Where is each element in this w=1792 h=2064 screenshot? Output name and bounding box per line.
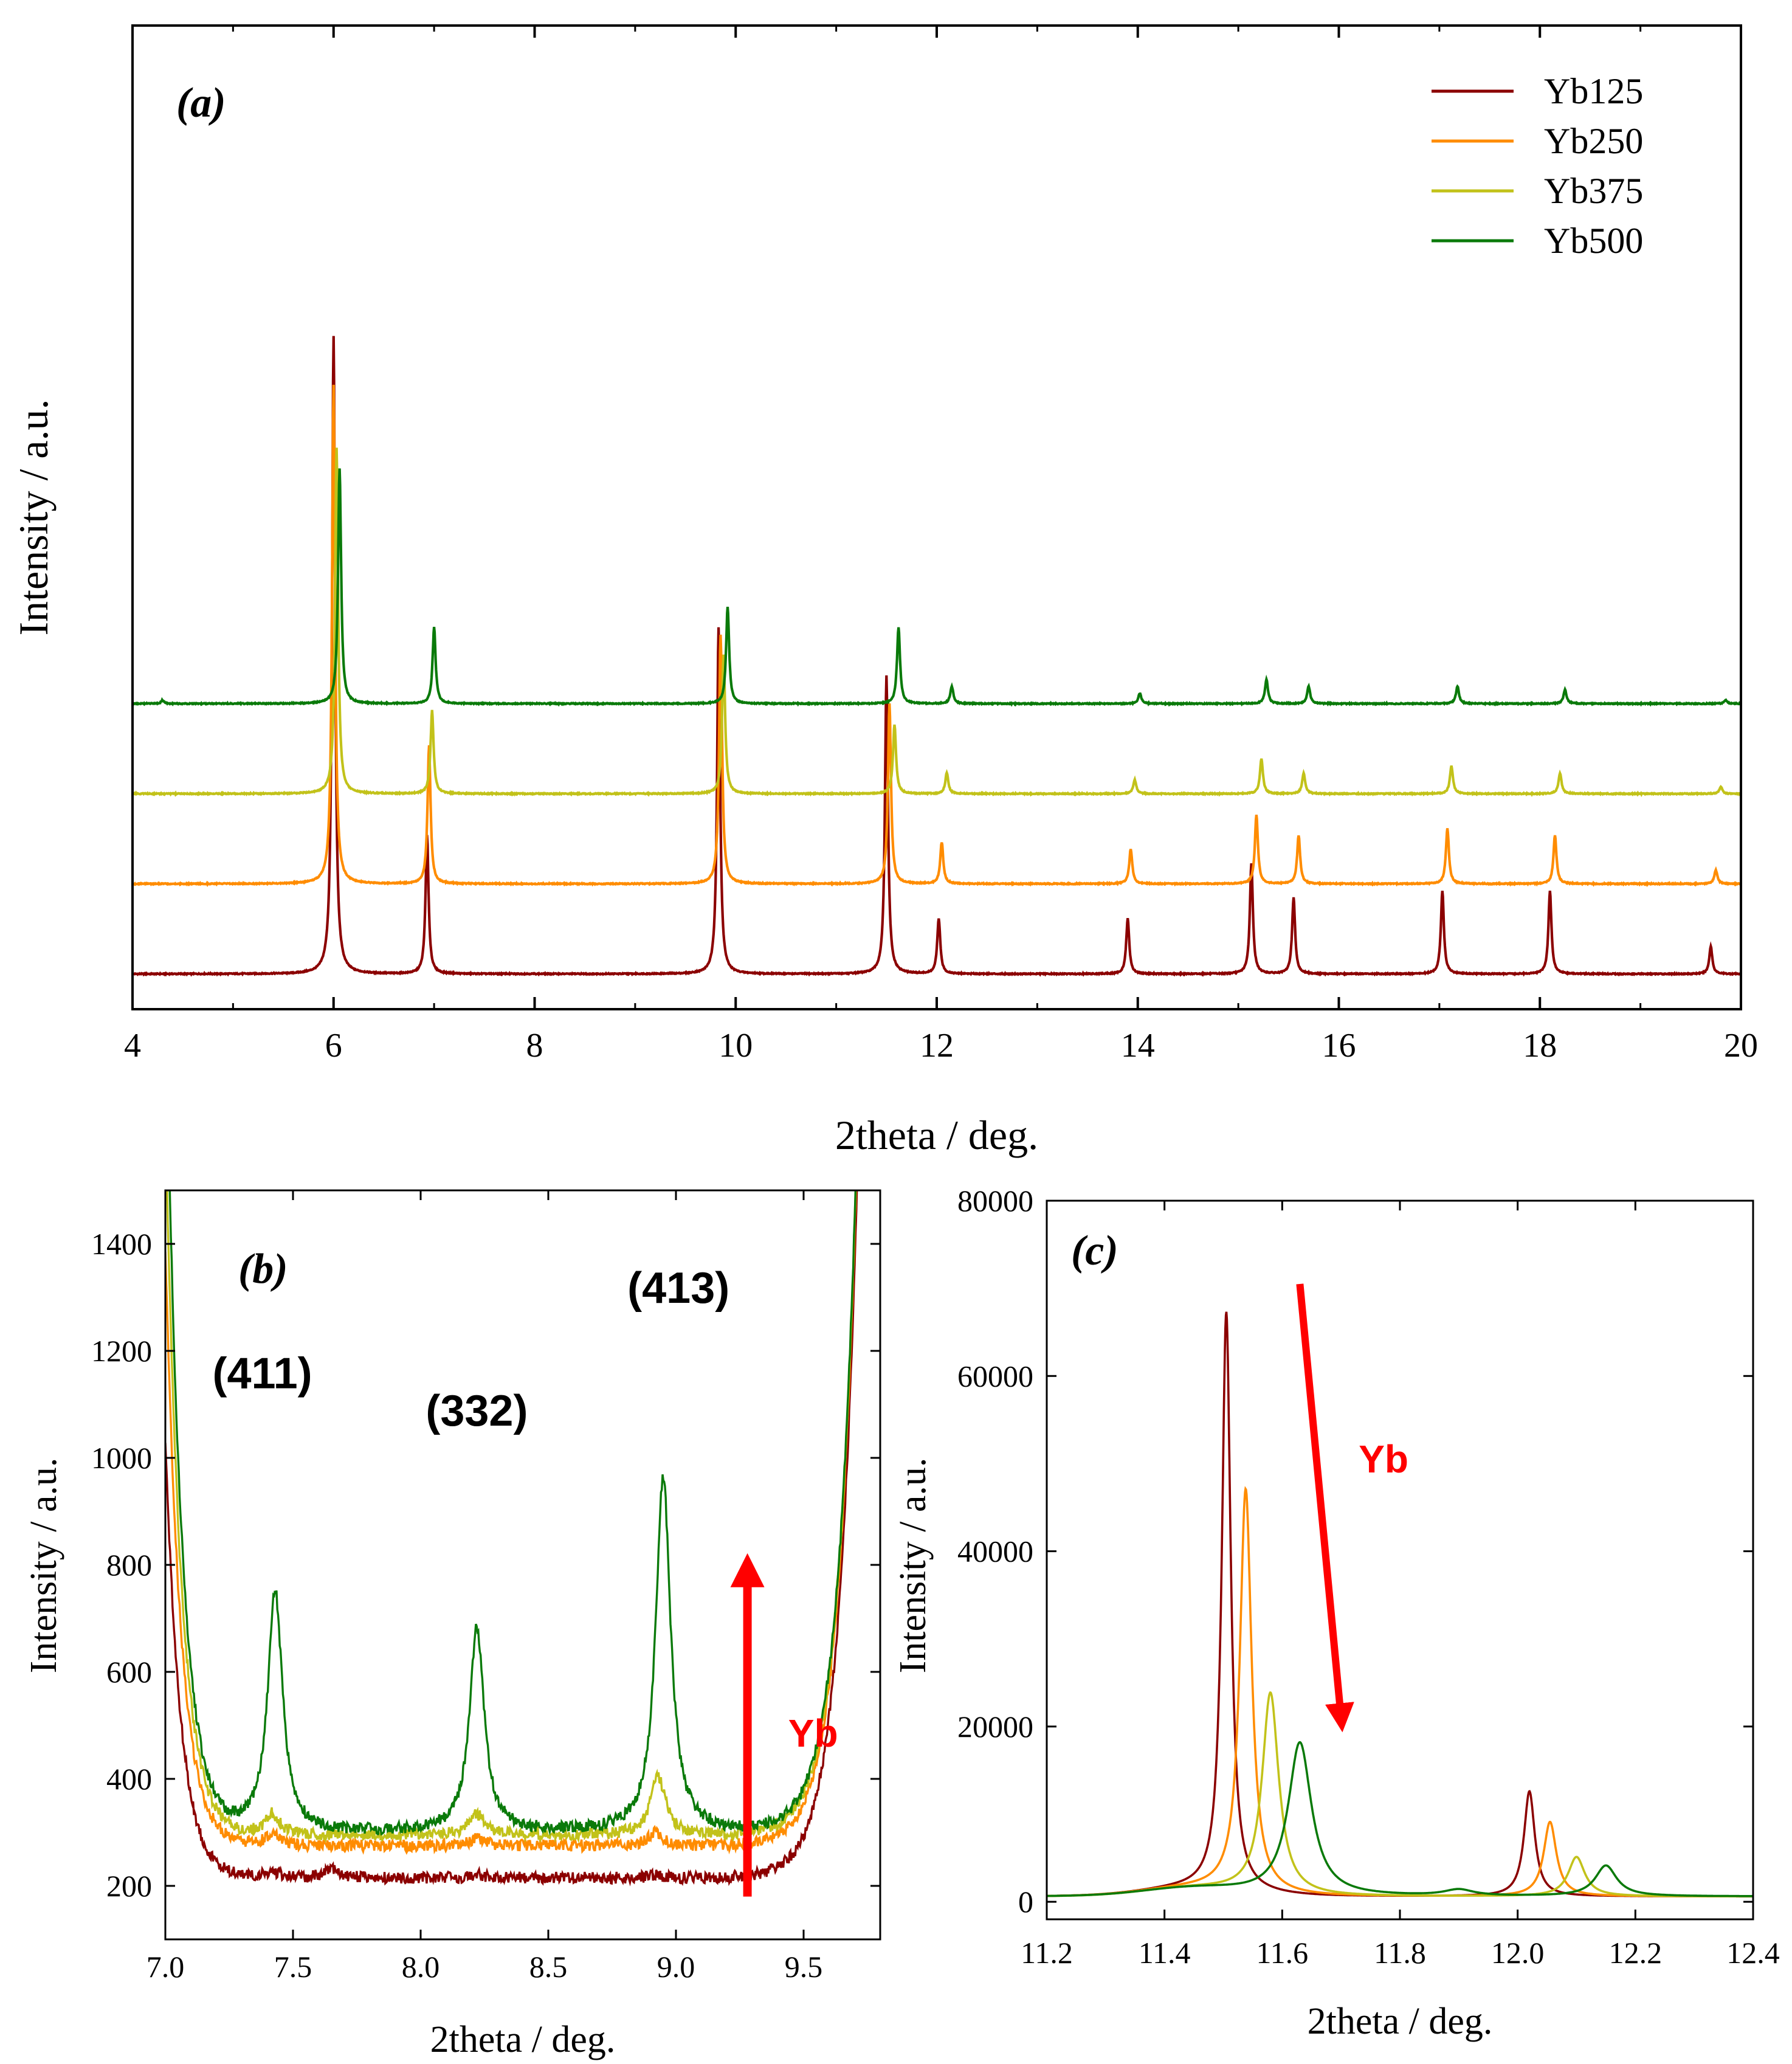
legend-label-yb375: Yb375	[1544, 171, 1643, 211]
panel-b-yb-label: Yb	[788, 1711, 838, 1755]
panel-b-peak-label-411: (411)	[213, 1350, 312, 1398]
panel-c-x-tick-label: 12.0	[1491, 1936, 1545, 1970]
panel-c-ticks: 11.2 11.4 11.6 11.8 12.0 12.2 12.4 0 20000 40000 6…	[957, 1184, 1780, 1970]
legend-label-yb500: Yb500	[1544, 221, 1643, 261]
panel-c-label: (c)	[1071, 1227, 1118, 1274]
panel-a-series-group	[133, 336, 1741, 977]
legend-label-yb125: Yb125	[1544, 71, 1643, 111]
panel-c-series-yb125	[1047, 1311, 1753, 1898]
panel-a-x-tick-label: 16	[1322, 1027, 1356, 1065]
panel-b-peak-label-332: (332)	[426, 1387, 528, 1435]
panel-c-x-tick-label: 11.2	[1021, 1936, 1073, 1970]
panel-b-x-tick-label: 8.5	[529, 1950, 568, 1984]
panel-c-yb-label: Yb	[1359, 1437, 1408, 1481]
panel-c-x-tick-label: 11.8	[1374, 1936, 1426, 1970]
panel-a-x-tick-label: 8	[526, 1027, 543, 1065]
panel-b-series-yb125	[165, 1190, 858, 1886]
panel-c-series-yb375	[1047, 1691, 1753, 1897]
panel-c-y-tick-label: 0	[1018, 1885, 1033, 1919]
panel-b-x-tick-label: 7.5	[274, 1950, 312, 1984]
panel-a-x-tick-label: 18	[1523, 1027, 1557, 1065]
panel-b-x-axis-title: 2theta / deg.	[430, 2019, 616, 2060]
panel-c-x-tick-label: 12.4	[1726, 1936, 1780, 1970]
panel-a-legend: Yb125 Yb250 Yb375 Yb500	[1432, 71, 1643, 261]
panel-a-x-tick-label: 4	[124, 1027, 141, 1065]
panel-b-y-axis-title: Intensity / a.u.	[23, 1458, 64, 1674]
panel-a-x-tick-label: 12	[920, 1027, 954, 1065]
panel-a-series-yb375	[133, 447, 1741, 798]
panel-c-series-group	[1047, 1311, 1753, 1898]
panel-c-y-tick-label: 40000	[957, 1534, 1033, 1569]
panel-b-series-yb375	[166, 1190, 857, 1844]
panel-c-yb-arrow	[1296, 1283, 1354, 1733]
panel-b-series-yb500	[168, 1190, 857, 1836]
panel-b-y-tick-label: 1200	[91, 1334, 152, 1368]
panel-b-y-tick-label: 1000	[91, 1441, 152, 1475]
panel-b-series-group	[165, 1190, 858, 1886]
panel-b-y-tick-label: 1400	[91, 1227, 152, 1261]
legend-label-yb250: Yb250	[1544, 121, 1643, 161]
panel-b-x-tick-label: 8.0	[402, 1950, 440, 1984]
panel-a-series-yb250	[133, 384, 1741, 888]
panel-a-frame	[131, 24, 1742, 1010]
panel-b-y-tick-label: 400	[106, 1762, 152, 1796]
panel-b-ticks: 7.0 7.5 8.0 8.5 9.0 9.5 200 400 600 800 1000 1200 14…	[91, 1190, 880, 1984]
panel-b-label: (b)	[238, 1246, 288, 1293]
panel-a-series-yb125	[133, 336, 1741, 977]
panel-b: 7.0 7.5 8.0 8.5 9.0 9.5 200 400 600 800 1000 1200 14…	[23, 1189, 881, 2060]
panel-a-x-tick-label: 10	[719, 1027, 753, 1065]
panel-c-x-axis-title: 2theta / deg.	[1308, 2001, 1493, 2042]
panel-b-annotations: (411) (332) (413) Yb	[213, 1264, 838, 1755]
panel-a-x-tick-label: 14	[1121, 1027, 1155, 1065]
panel-b-x-tick-label: 7.0	[146, 1950, 185, 1984]
panel-b-x-tick-label: 9.5	[785, 1950, 823, 1984]
panel-c-y-tick-label: 80000	[957, 1184, 1033, 1218]
panel-c-y-tick-label: 20000	[957, 1710, 1033, 1744]
panel-a-x-tick-label: 20	[1724, 1027, 1758, 1065]
panel-b-peak-label-413: (413)	[627, 1264, 729, 1313]
panel-a: 4 6 8 10 12 14 16 18 20 (a) 2theta / deg. Intens…	[10, 24, 1758, 1158]
panel-b-x-tick-label: 9.0	[657, 1950, 695, 1984]
panel-b-y-tick-label: 200	[106, 1869, 152, 1903]
panel-b-y-tick-label: 800	[106, 1548, 152, 1582]
panel-c-x-tick-label: 11.6	[1256, 1936, 1309, 1970]
panel-a-ticks: 4 6 8 10 12 14 16 18 20	[124, 26, 1758, 1065]
panel-a-series-yb500	[133, 468, 1741, 707]
panel-b-series-yb250	[165, 1190, 857, 1855]
panel-c-y-tick-label: 60000	[957, 1359, 1033, 1393]
panel-c-y-axis-title: Intensity / a.u.	[892, 1458, 934, 1674]
panel-c-frame	[1046, 1199, 1754, 1921]
panel-c-x-tick-label: 12.2	[1609, 1936, 1663, 1970]
panel-c-series-yb500	[1047, 1741, 1753, 1897]
panel-c-series-yb250	[1047, 1486, 1753, 1897]
panel-b-y-tick-label: 600	[106, 1655, 152, 1689]
panel-c: 11.2 11.4 11.6 11.8 12.0 12.2 12.4 0 20000 40000 6…	[892, 1184, 1780, 2042]
panel-a-label: (a)	[176, 80, 226, 126]
panel-a-x-tick-label: 6	[325, 1027, 342, 1065]
panel-c-x-tick-label: 11.4	[1139, 1936, 1191, 1970]
panel-a-x-axis-title: 2theta / deg.	[835, 1112, 1038, 1158]
panel-a-y-axis-title: Intensity / a.u.	[10, 399, 57, 635]
panel-c-annotations: Yb	[1359, 1437, 1408, 1481]
